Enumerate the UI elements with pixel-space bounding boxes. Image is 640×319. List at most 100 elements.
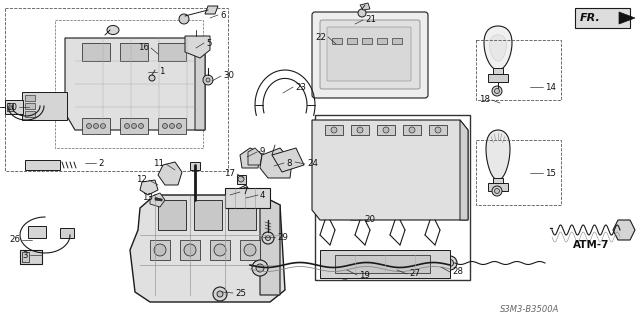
FancyBboxPatch shape (320, 20, 420, 89)
Bar (22, 92, 67, 120)
Bar (493, 178, 503, 186)
Bar (429, 125, 447, 135)
Circle shape (217, 291, 223, 297)
Bar (377, 125, 395, 135)
Polygon shape (232, 185, 252, 203)
Text: 26: 26 (9, 235, 20, 244)
Text: 3: 3 (22, 250, 28, 259)
Text: 18: 18 (479, 95, 490, 105)
Circle shape (331, 127, 337, 133)
Circle shape (214, 244, 226, 256)
Circle shape (206, 78, 210, 82)
Circle shape (495, 88, 499, 93)
Bar (493, 68, 503, 76)
Text: 15: 15 (545, 168, 556, 177)
Bar (120, 43, 148, 61)
Bar (332, 38, 342, 44)
Text: 11: 11 (153, 160, 164, 168)
Bar (228, 200, 256, 230)
Polygon shape (195, 38, 205, 130)
Polygon shape (312, 120, 468, 220)
Text: 20: 20 (364, 216, 375, 225)
Ellipse shape (107, 26, 119, 34)
Bar (5, 100, 23, 114)
Circle shape (170, 123, 175, 129)
Text: 30: 30 (223, 71, 234, 80)
Polygon shape (619, 12, 635, 24)
Bar (225, 188, 270, 208)
Text: S3M3-B3500A: S3M3-B3500A (500, 306, 560, 315)
Bar (362, 38, 372, 44)
Circle shape (203, 75, 213, 85)
Bar (335, 255, 430, 273)
Polygon shape (150, 193, 165, 207)
Circle shape (213, 287, 227, 301)
Bar (25, 95, 35, 101)
Text: 9: 9 (259, 147, 264, 157)
Bar (476, 140, 561, 205)
Circle shape (443, 256, 457, 270)
Polygon shape (240, 148, 260, 168)
Circle shape (100, 123, 106, 129)
Circle shape (154, 244, 166, 256)
Bar (488, 183, 508, 191)
Bar (320, 250, 450, 278)
Text: 23: 23 (295, 83, 306, 92)
Text: 16: 16 (138, 43, 149, 53)
Polygon shape (158, 162, 182, 185)
Polygon shape (185, 36, 210, 58)
Text: 21: 21 (365, 16, 376, 25)
Bar (575, 8, 630, 28)
Circle shape (86, 123, 92, 129)
Bar (20, 250, 42, 264)
Bar (158, 200, 186, 230)
Bar (25, 111, 35, 117)
Circle shape (244, 244, 256, 256)
Polygon shape (65, 38, 205, 130)
Bar (237, 175, 246, 184)
Bar (315, 115, 470, 280)
Bar (7, 103, 13, 111)
Text: ATM-7: ATM-7 (573, 240, 609, 250)
Bar (25, 103, 35, 109)
Bar (22, 252, 29, 262)
Text: 1: 1 (159, 68, 164, 77)
Polygon shape (613, 220, 635, 240)
Bar (392, 38, 402, 44)
Polygon shape (460, 120, 468, 220)
Text: 19: 19 (359, 271, 370, 279)
FancyBboxPatch shape (312, 12, 428, 98)
Text: 4: 4 (260, 190, 266, 199)
Bar (240, 240, 260, 260)
Bar (158, 43, 186, 61)
Bar (210, 240, 230, 260)
Circle shape (262, 232, 274, 244)
Polygon shape (248, 148, 262, 165)
Text: 8: 8 (286, 159, 291, 167)
Polygon shape (484, 26, 512, 70)
Circle shape (125, 123, 129, 129)
Circle shape (340, 265, 350, 275)
Text: 2: 2 (98, 159, 104, 167)
Polygon shape (486, 130, 510, 180)
Circle shape (435, 127, 441, 133)
Text: 17: 17 (224, 169, 235, 179)
Bar (194, 200, 222, 230)
Bar (82, 43, 110, 61)
Circle shape (336, 261, 354, 279)
Circle shape (440, 265, 450, 275)
Polygon shape (360, 3, 370, 10)
Polygon shape (130, 195, 285, 302)
FancyBboxPatch shape (327, 27, 411, 81)
Circle shape (238, 176, 244, 182)
Bar (25, 160, 60, 170)
Text: 29: 29 (277, 233, 288, 241)
Circle shape (447, 259, 454, 266)
Bar (488, 74, 508, 82)
Bar (325, 125, 343, 135)
Text: 28: 28 (452, 268, 463, 277)
Circle shape (358, 9, 366, 17)
Text: 5: 5 (206, 39, 211, 48)
Bar (5, 8, 228, 171)
Circle shape (179, 14, 189, 24)
